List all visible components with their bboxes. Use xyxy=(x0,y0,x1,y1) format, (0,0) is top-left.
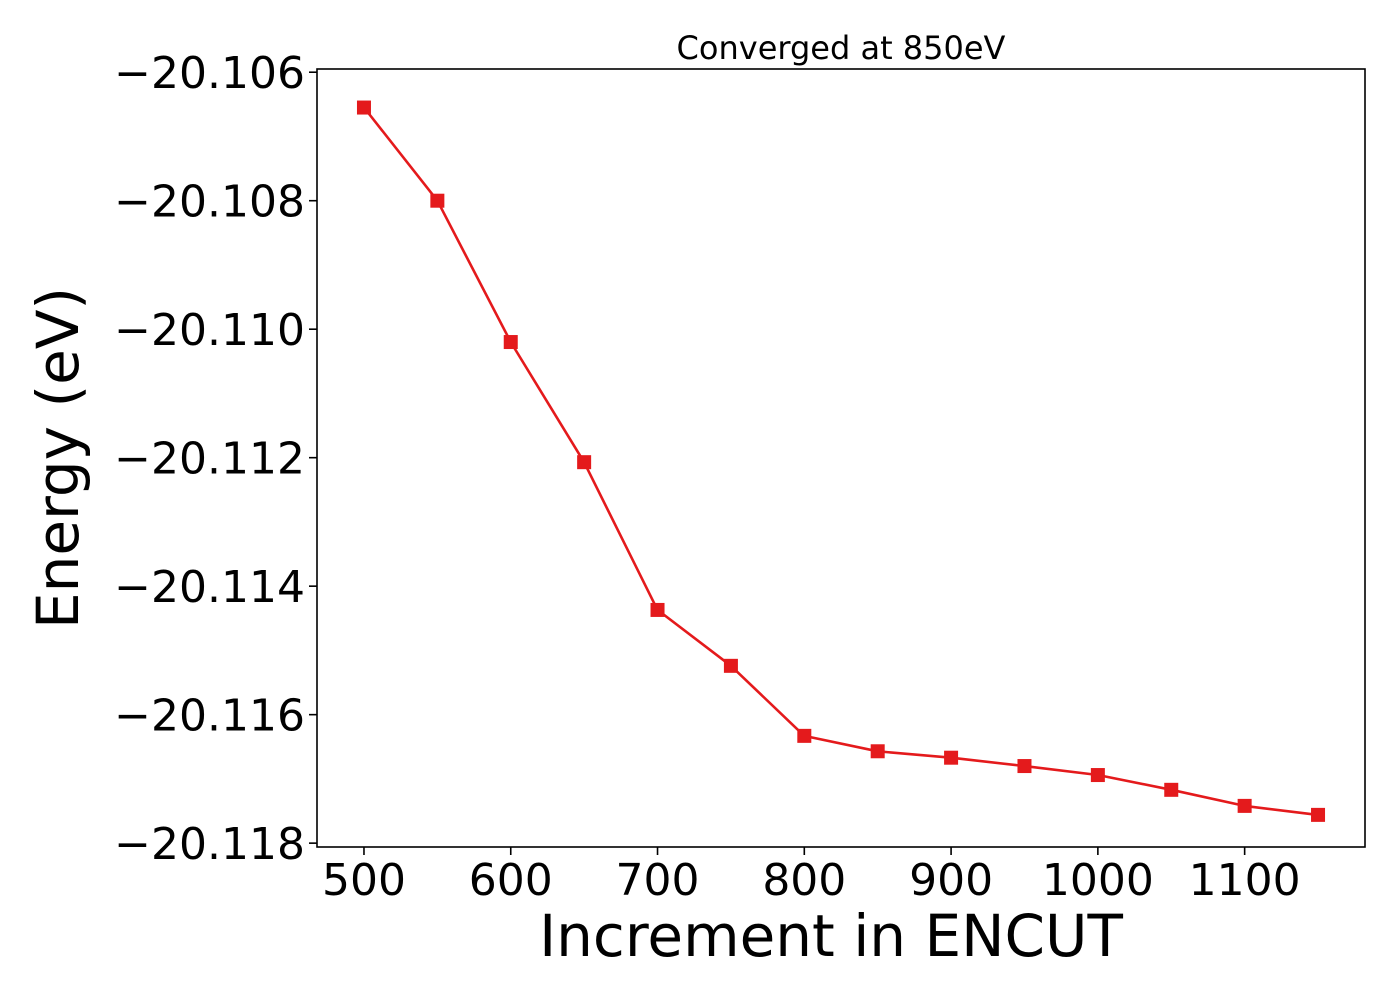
data-point-marker xyxy=(503,335,518,350)
y-tick-label: −20.110 xyxy=(114,305,305,356)
data-point-marker xyxy=(1164,782,1179,797)
x-tick-label: 800 xyxy=(762,855,846,906)
x-tick-label: 1100 xyxy=(1189,855,1301,906)
data-point-marker xyxy=(870,744,885,759)
y-tick-label: −20.108 xyxy=(114,177,305,228)
data-point-marker xyxy=(1311,807,1326,822)
data-point-marker xyxy=(577,455,592,470)
y-tick-label: −20.114 xyxy=(114,562,305,613)
x-tick-label: 1000 xyxy=(1042,855,1154,906)
data-point-marker xyxy=(1017,759,1032,774)
plot-frame xyxy=(316,68,1366,848)
x-axis-ticks: 500 600 700 800 900 1000 1100 xyxy=(322,847,1301,906)
data-point-marker xyxy=(944,750,959,765)
y-tick-label: −20.116 xyxy=(114,691,305,742)
y-axis-ticks: −20.106 −20.108 −20.110 −20.112 −20.114 −20.1… xyxy=(114,48,317,870)
series-line xyxy=(362,106,1319,817)
y-axis-label: Energy (eV) xyxy=(24,287,92,629)
data-point-marker xyxy=(430,193,445,208)
data-point-marker xyxy=(356,100,371,115)
chart-title: Converged at 850eV xyxy=(677,29,1006,67)
data-point-marker xyxy=(1237,798,1252,813)
data-point-marker xyxy=(723,658,738,673)
y-tick-label: −20.118 xyxy=(114,819,305,870)
x-tick-label: 500 xyxy=(322,855,406,906)
x-tick-label: 600 xyxy=(469,855,553,906)
y-tick-label: −20.112 xyxy=(114,434,305,485)
x-tick-label: 900 xyxy=(909,855,993,906)
x-tick-label: 700 xyxy=(616,855,700,906)
x-axis-label: Increment in ENCUT xyxy=(539,902,1123,970)
plot-series xyxy=(356,100,1326,822)
data-point-marker xyxy=(797,728,812,743)
data-point-marker xyxy=(650,602,665,617)
data-point-marker xyxy=(1090,768,1105,783)
y-tick-label: −20.106 xyxy=(114,48,305,99)
